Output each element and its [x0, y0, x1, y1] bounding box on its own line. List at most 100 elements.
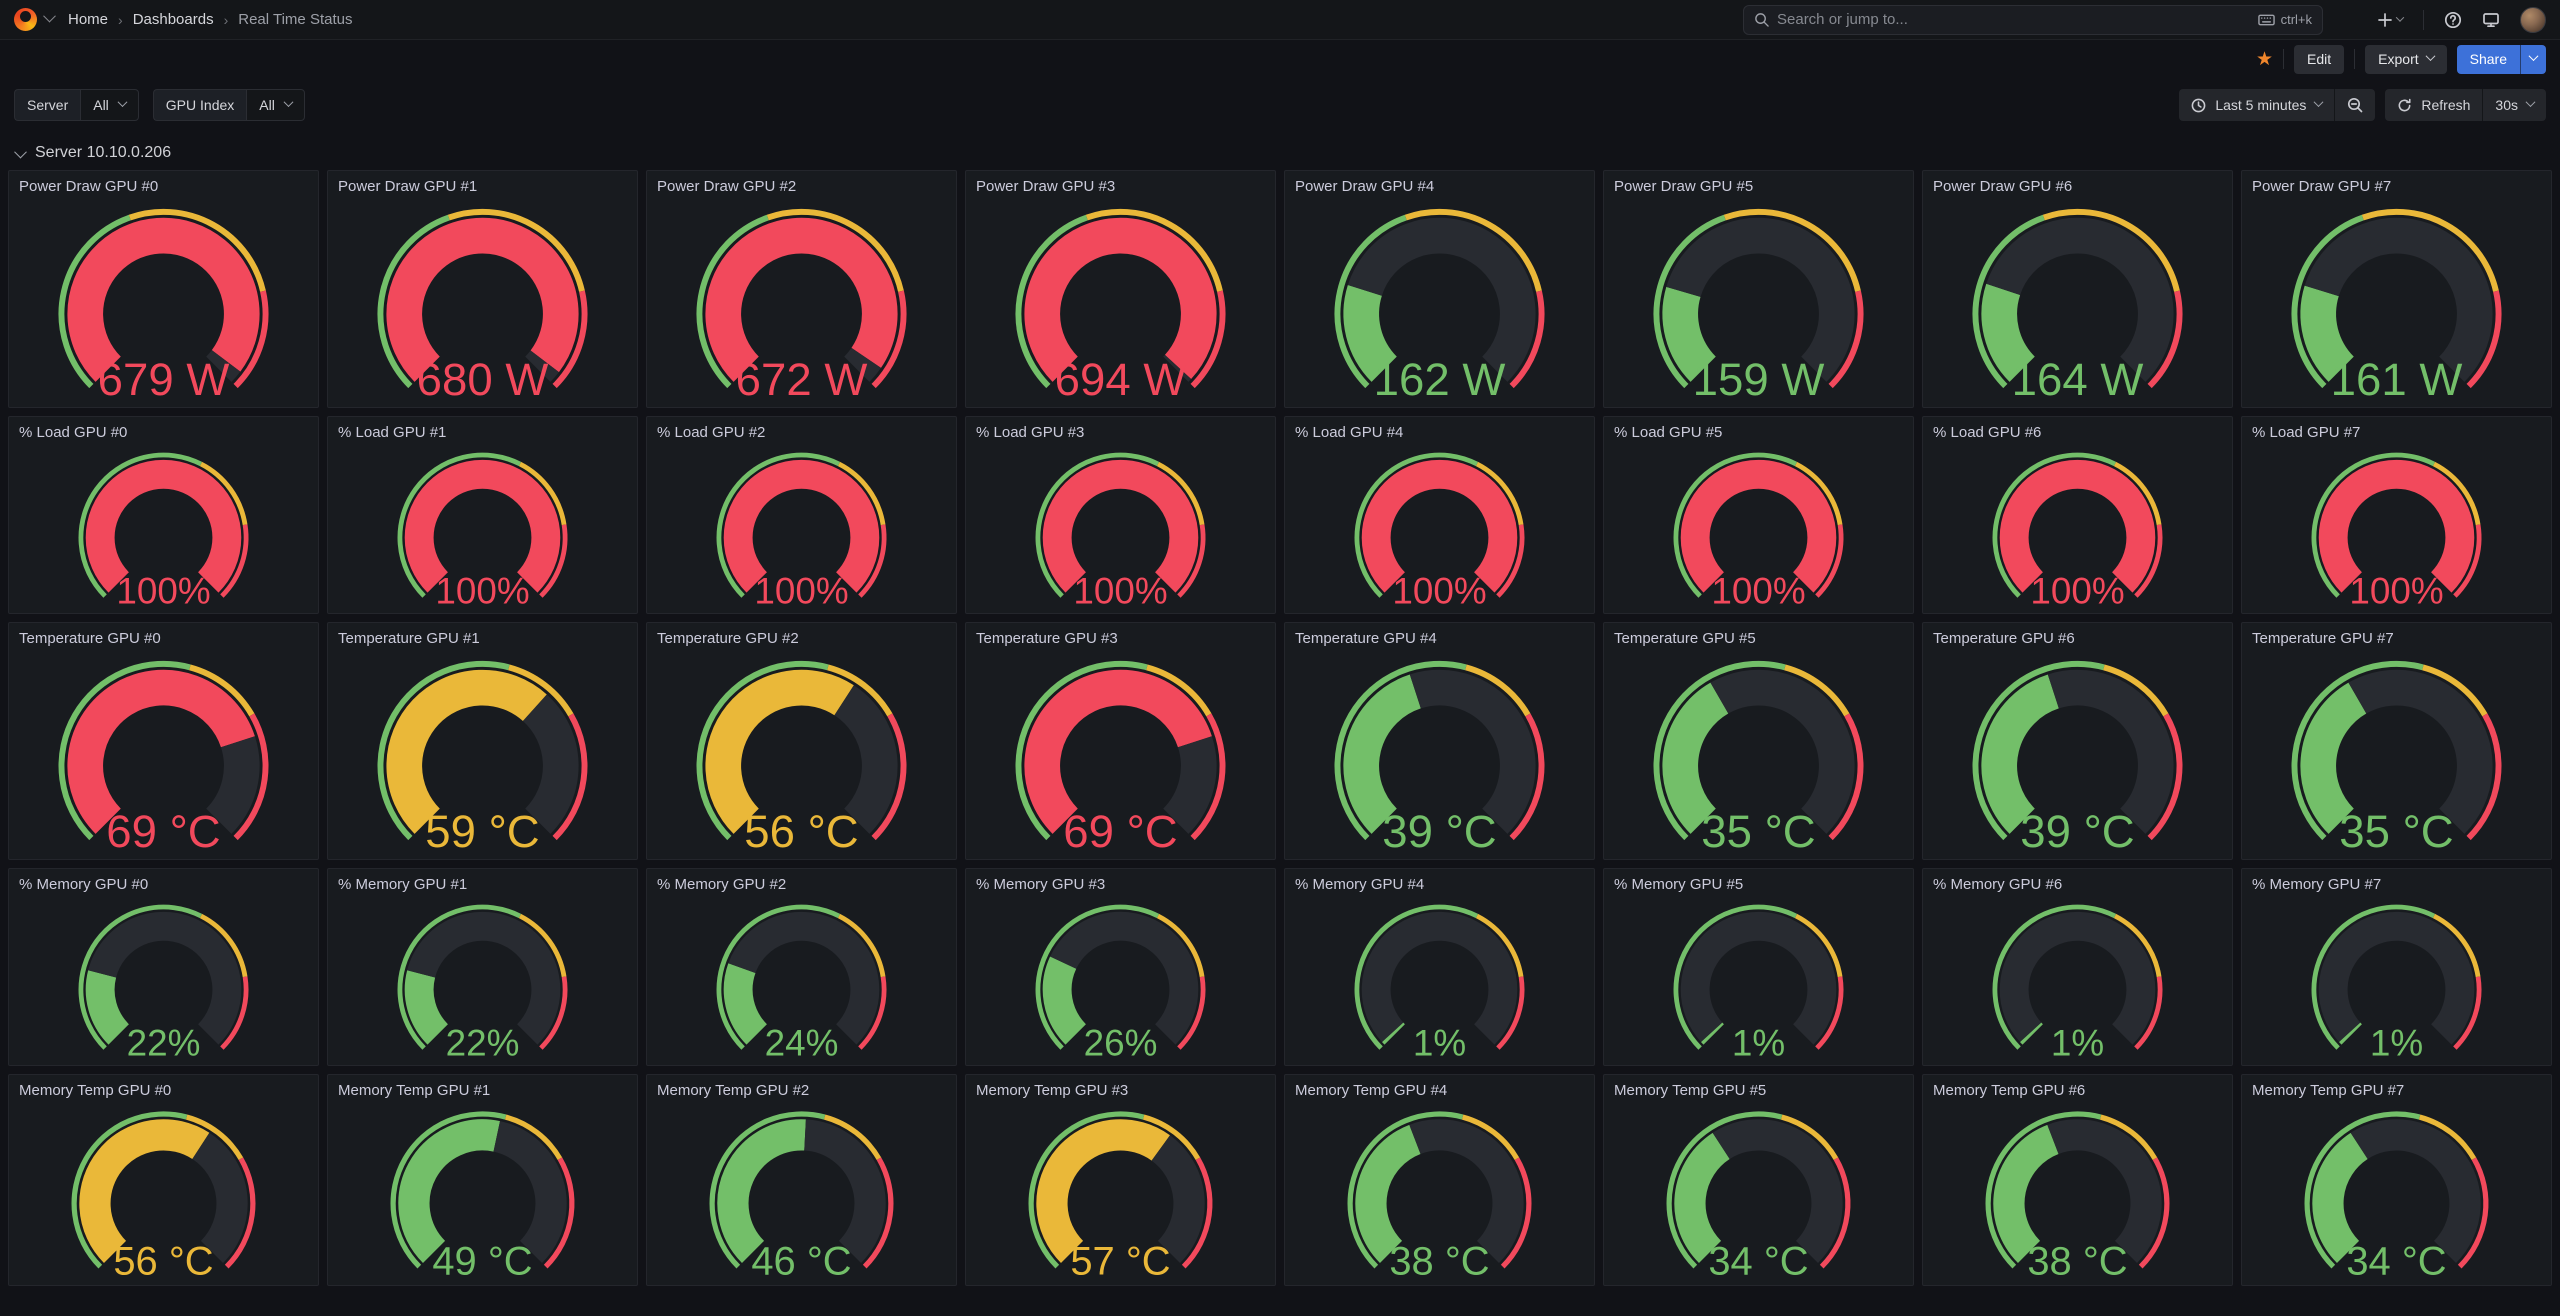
add-button[interactable] [2377, 12, 2405, 28]
panel-title[interactable]: Temperature GPU #1 [338, 630, 480, 647]
panel-title[interactable]: Memory Temp GPU #2 [657, 1082, 810, 1099]
gauge-value-text: 57 °C [1070, 1240, 1170, 1284]
share-button[interactable]: Share [2456, 44, 2520, 74]
panel-title[interactable]: % Load GPU #5 [1614, 424, 1723, 441]
panel-title[interactable]: Temperature GPU #3 [976, 630, 1118, 647]
panel-title[interactable]: % Memory GPU #0 [19, 876, 149, 893]
gauge-track-arc [1986, 217, 2174, 382]
panel-title[interactable]: % Memory GPU #6 [1933, 876, 2063, 893]
threshold-ring-red [1177, 524, 1206, 598]
gauge-value-arc [1993, 1124, 2060, 1263]
chevron-down-icon[interactable] [43, 9, 56, 23]
threshold-ring-yellow [1085, 208, 1223, 292]
search-box[interactable]: ctrl+k [1743, 4, 2323, 35]
panel-title[interactable]: % Load GPU #0 [19, 424, 128, 441]
panel-title[interactable]: Power Draw GPU #1 [338, 178, 478, 195]
panel-title[interactable]: Temperature GPU #2 [657, 630, 799, 647]
gauge-value-arc [2019, 1022, 2043, 1045]
gauge-value-text: 159 W [1693, 354, 1825, 405]
threshold-ring-red [1828, 713, 1864, 841]
threshold-ring-yellow [508, 664, 574, 717]
grafana-logo-icon[interactable] [14, 8, 37, 31]
panel-title[interactable]: Temperature GPU #6 [1933, 630, 2075, 647]
gauge-value-text: 56 °C [113, 1240, 213, 1284]
variable-server-value: All [93, 97, 109, 113]
panel-title[interactable]: Memory Temp GPU #3 [976, 1082, 1129, 1099]
panel-title[interactable]: % Load GPU #7 [2252, 424, 2361, 441]
panel-title[interactable]: Power Draw GPU #0 [19, 178, 159, 195]
search-input[interactable] [1777, 11, 2250, 28]
dashboard-submenu: Server All GPU Index All Last 5 minutes [0, 78, 2560, 134]
refresh-interval-dropdown[interactable]: 30s [2483, 89, 2546, 121]
panel-title[interactable]: % Load GPU #6 [1933, 424, 2042, 441]
panel-title[interactable]: Memory Temp GPU #0 [19, 1082, 172, 1099]
gauge-value-arc [1662, 286, 1717, 382]
favorite-star-icon[interactable]: ★ [2256, 48, 2274, 70]
threshold-ring-yellow [128, 208, 266, 292]
variable-server-dropdown[interactable]: All [80, 89, 139, 121]
plus-icon [2378, 12, 2392, 27]
panel-title[interactable]: % Memory GPU #2 [657, 876, 787, 893]
breadcrumb-home[interactable]: Home [68, 11, 109, 28]
panel-title[interactable]: % Memory GPU #1 [338, 876, 468, 893]
gauge-value-text: 164 W [2012, 354, 2144, 405]
row-header-toggle[interactable]: Server 10.10.0.206 [0, 134, 2560, 170]
panel-title[interactable]: % Memory GPU #5 [1614, 876, 1744, 893]
gauge: 46 °C [709, 1111, 894, 1284]
panel-title[interactable]: % Memory GPU #4 [1295, 876, 1425, 893]
panel-title[interactable]: % Memory GPU #3 [976, 876, 1106, 893]
gauge-value-text: 26% [1084, 1022, 1158, 1063]
panel-title[interactable]: Memory Temp GPU #4 [1295, 1082, 1448, 1099]
panel-title[interactable]: % Memory GPU #7 [2252, 876, 2382, 893]
panel-title[interactable]: Temperature GPU #5 [1614, 630, 1756, 647]
panel-title[interactable]: Temperature GPU #4 [1295, 630, 1437, 647]
panel-title[interactable]: % Load GPU #3 [976, 424, 1085, 441]
threshold-ring-yellow [1784, 664, 1850, 717]
threshold-ring-yellow [837, 461, 886, 526]
gauge-track-arc [206, 349, 241, 382]
panel-title[interactable]: Memory Temp GPU #1 [338, 1082, 491, 1099]
edit-button[interactable]: Edit [2294, 44, 2345, 74]
gauge: 56 °C [71, 1111, 256, 1284]
variable-gpu-index-dropdown[interactable]: All [246, 89, 305, 121]
panel-title[interactable]: Power Draw GPU #6 [1933, 178, 2073, 195]
threshold-ring-red [2134, 976, 2163, 1050]
panel-title[interactable]: Power Draw GPU #7 [2252, 178, 2392, 195]
threshold-ring-red [871, 713, 907, 841]
share-menu-button[interactable] [2520, 44, 2546, 74]
gauge-value-arc [717, 1119, 806, 1263]
panel-title[interactable]: Memory Temp GPU #5 [1614, 1082, 1767, 1099]
gauge-value-text: 672 W [736, 354, 868, 405]
panel-title[interactable]: % Load GPU #4 [1295, 424, 1404, 441]
gauge-track-arc [1712, 1119, 1843, 1263]
panel-title[interactable]: Power Draw GPU #3 [976, 178, 1116, 195]
kiosk-mode-button[interactable] [2482, 11, 2500, 29]
panel-title[interactable]: Memory Temp GPU #7 [2252, 1082, 2405, 1099]
panel-title[interactable]: Power Draw GPU #2 [657, 178, 797, 195]
threshold-ring-green [390, 1111, 507, 1269]
panel-title[interactable]: Power Draw GPU #5 [1614, 178, 1754, 195]
panel-title[interactable]: Temperature GPU #7 [2252, 630, 2394, 647]
user-avatar[interactable] [2520, 6, 2546, 33]
threshold-ring-yellow [766, 208, 904, 292]
panel-title[interactable]: Power Draw GPU #4 [1295, 178, 1435, 195]
panel-title[interactable]: Temperature GPU #0 [19, 630, 161, 647]
threshold-ring-yellow [2432, 913, 2481, 978]
panel-title[interactable]: Memory Temp GPU #6 [1933, 1082, 2086, 1099]
zoom-out-button[interactable] [2335, 89, 2375, 121]
panel-body: 1% [1604, 895, 1913, 1065]
gauge-track-arc [833, 685, 898, 834]
panel-title[interactable]: % Load GPU #1 [338, 424, 447, 441]
gauge-value-text: 35 °C [1701, 806, 1815, 857]
gauge-track-arc [2304, 217, 2493, 382]
panel-body: 26% [966, 895, 1275, 1065]
breadcrumb-dashboards[interactable]: Dashboards [132, 11, 214, 28]
threshold-ring-yellow [2422, 664, 2488, 717]
help-button[interactable] [2444, 11, 2462, 29]
panel-memory-temp-gpu-0: Memory Temp GPU #0 56 °C [8, 1074, 319, 1286]
panel-title[interactable]: % Load GPU #2 [657, 424, 766, 441]
export-button[interactable]: Export [2365, 44, 2447, 74]
refresh-button[interactable]: Refresh [2385, 89, 2482, 121]
threshold-ring-green [709, 1111, 826, 1269]
time-range-button[interactable]: Last 5 minutes [2179, 89, 2334, 121]
